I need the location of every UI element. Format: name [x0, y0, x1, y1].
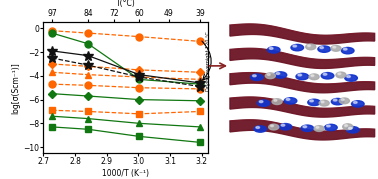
Ellipse shape [333, 46, 336, 48]
Ellipse shape [276, 72, 280, 74]
Ellipse shape [320, 47, 324, 49]
Ellipse shape [251, 74, 263, 81]
Ellipse shape [274, 72, 287, 78]
Ellipse shape [323, 73, 327, 75]
Ellipse shape [314, 126, 324, 131]
Ellipse shape [336, 72, 346, 78]
Polygon shape [230, 73, 375, 93]
Ellipse shape [321, 72, 334, 79]
Ellipse shape [293, 45, 297, 47]
Ellipse shape [267, 47, 280, 53]
Text: Drying overnight 120 °C: Drying overnight 120 °C [206, 32, 211, 91]
Ellipse shape [341, 99, 344, 101]
Ellipse shape [253, 75, 256, 77]
Ellipse shape [327, 125, 330, 127]
Ellipse shape [257, 100, 270, 106]
Ellipse shape [303, 126, 307, 128]
Ellipse shape [325, 124, 337, 131]
X-axis label: 1000/T (K⁻¹): 1000/T (K⁻¹) [102, 169, 149, 178]
Ellipse shape [316, 126, 319, 128]
Ellipse shape [308, 45, 311, 47]
Ellipse shape [343, 48, 347, 50]
Ellipse shape [284, 98, 297, 104]
Ellipse shape [331, 45, 341, 51]
Ellipse shape [332, 98, 344, 105]
Ellipse shape [347, 76, 350, 78]
Ellipse shape [291, 44, 304, 51]
Ellipse shape [296, 73, 308, 80]
Ellipse shape [267, 74, 270, 76]
Ellipse shape [301, 125, 314, 131]
Polygon shape [230, 97, 375, 117]
Ellipse shape [345, 75, 357, 81]
Ellipse shape [272, 99, 282, 105]
Ellipse shape [256, 127, 260, 129]
Polygon shape [230, 120, 375, 140]
Ellipse shape [279, 124, 292, 130]
Ellipse shape [310, 100, 313, 102]
Ellipse shape [339, 98, 349, 104]
Polygon shape [230, 24, 375, 44]
Ellipse shape [347, 127, 359, 133]
Polygon shape [230, 48, 375, 68]
Ellipse shape [344, 125, 347, 126]
Ellipse shape [270, 47, 273, 49]
Ellipse shape [308, 99, 321, 106]
Ellipse shape [349, 127, 352, 129]
Ellipse shape [254, 126, 266, 132]
Ellipse shape [309, 74, 319, 80]
Ellipse shape [274, 100, 277, 101]
Ellipse shape [338, 73, 341, 75]
Ellipse shape [352, 101, 364, 107]
Ellipse shape [286, 98, 290, 100]
Ellipse shape [353, 101, 357, 103]
Ellipse shape [343, 124, 353, 130]
Ellipse shape [269, 124, 279, 130]
Ellipse shape [333, 99, 337, 101]
Y-axis label: log[σ(Scm⁻¹)]: log[σ(Scm⁻¹)] [11, 62, 20, 114]
Ellipse shape [319, 100, 329, 106]
Ellipse shape [298, 74, 302, 76]
Ellipse shape [281, 124, 285, 126]
Ellipse shape [318, 46, 330, 52]
Ellipse shape [259, 101, 263, 103]
X-axis label: T(°C): T(°C) [116, 0, 136, 8]
Ellipse shape [306, 44, 316, 50]
Ellipse shape [341, 47, 354, 54]
Ellipse shape [311, 75, 314, 77]
Ellipse shape [265, 73, 276, 79]
Ellipse shape [271, 125, 274, 127]
Ellipse shape [321, 101, 324, 103]
